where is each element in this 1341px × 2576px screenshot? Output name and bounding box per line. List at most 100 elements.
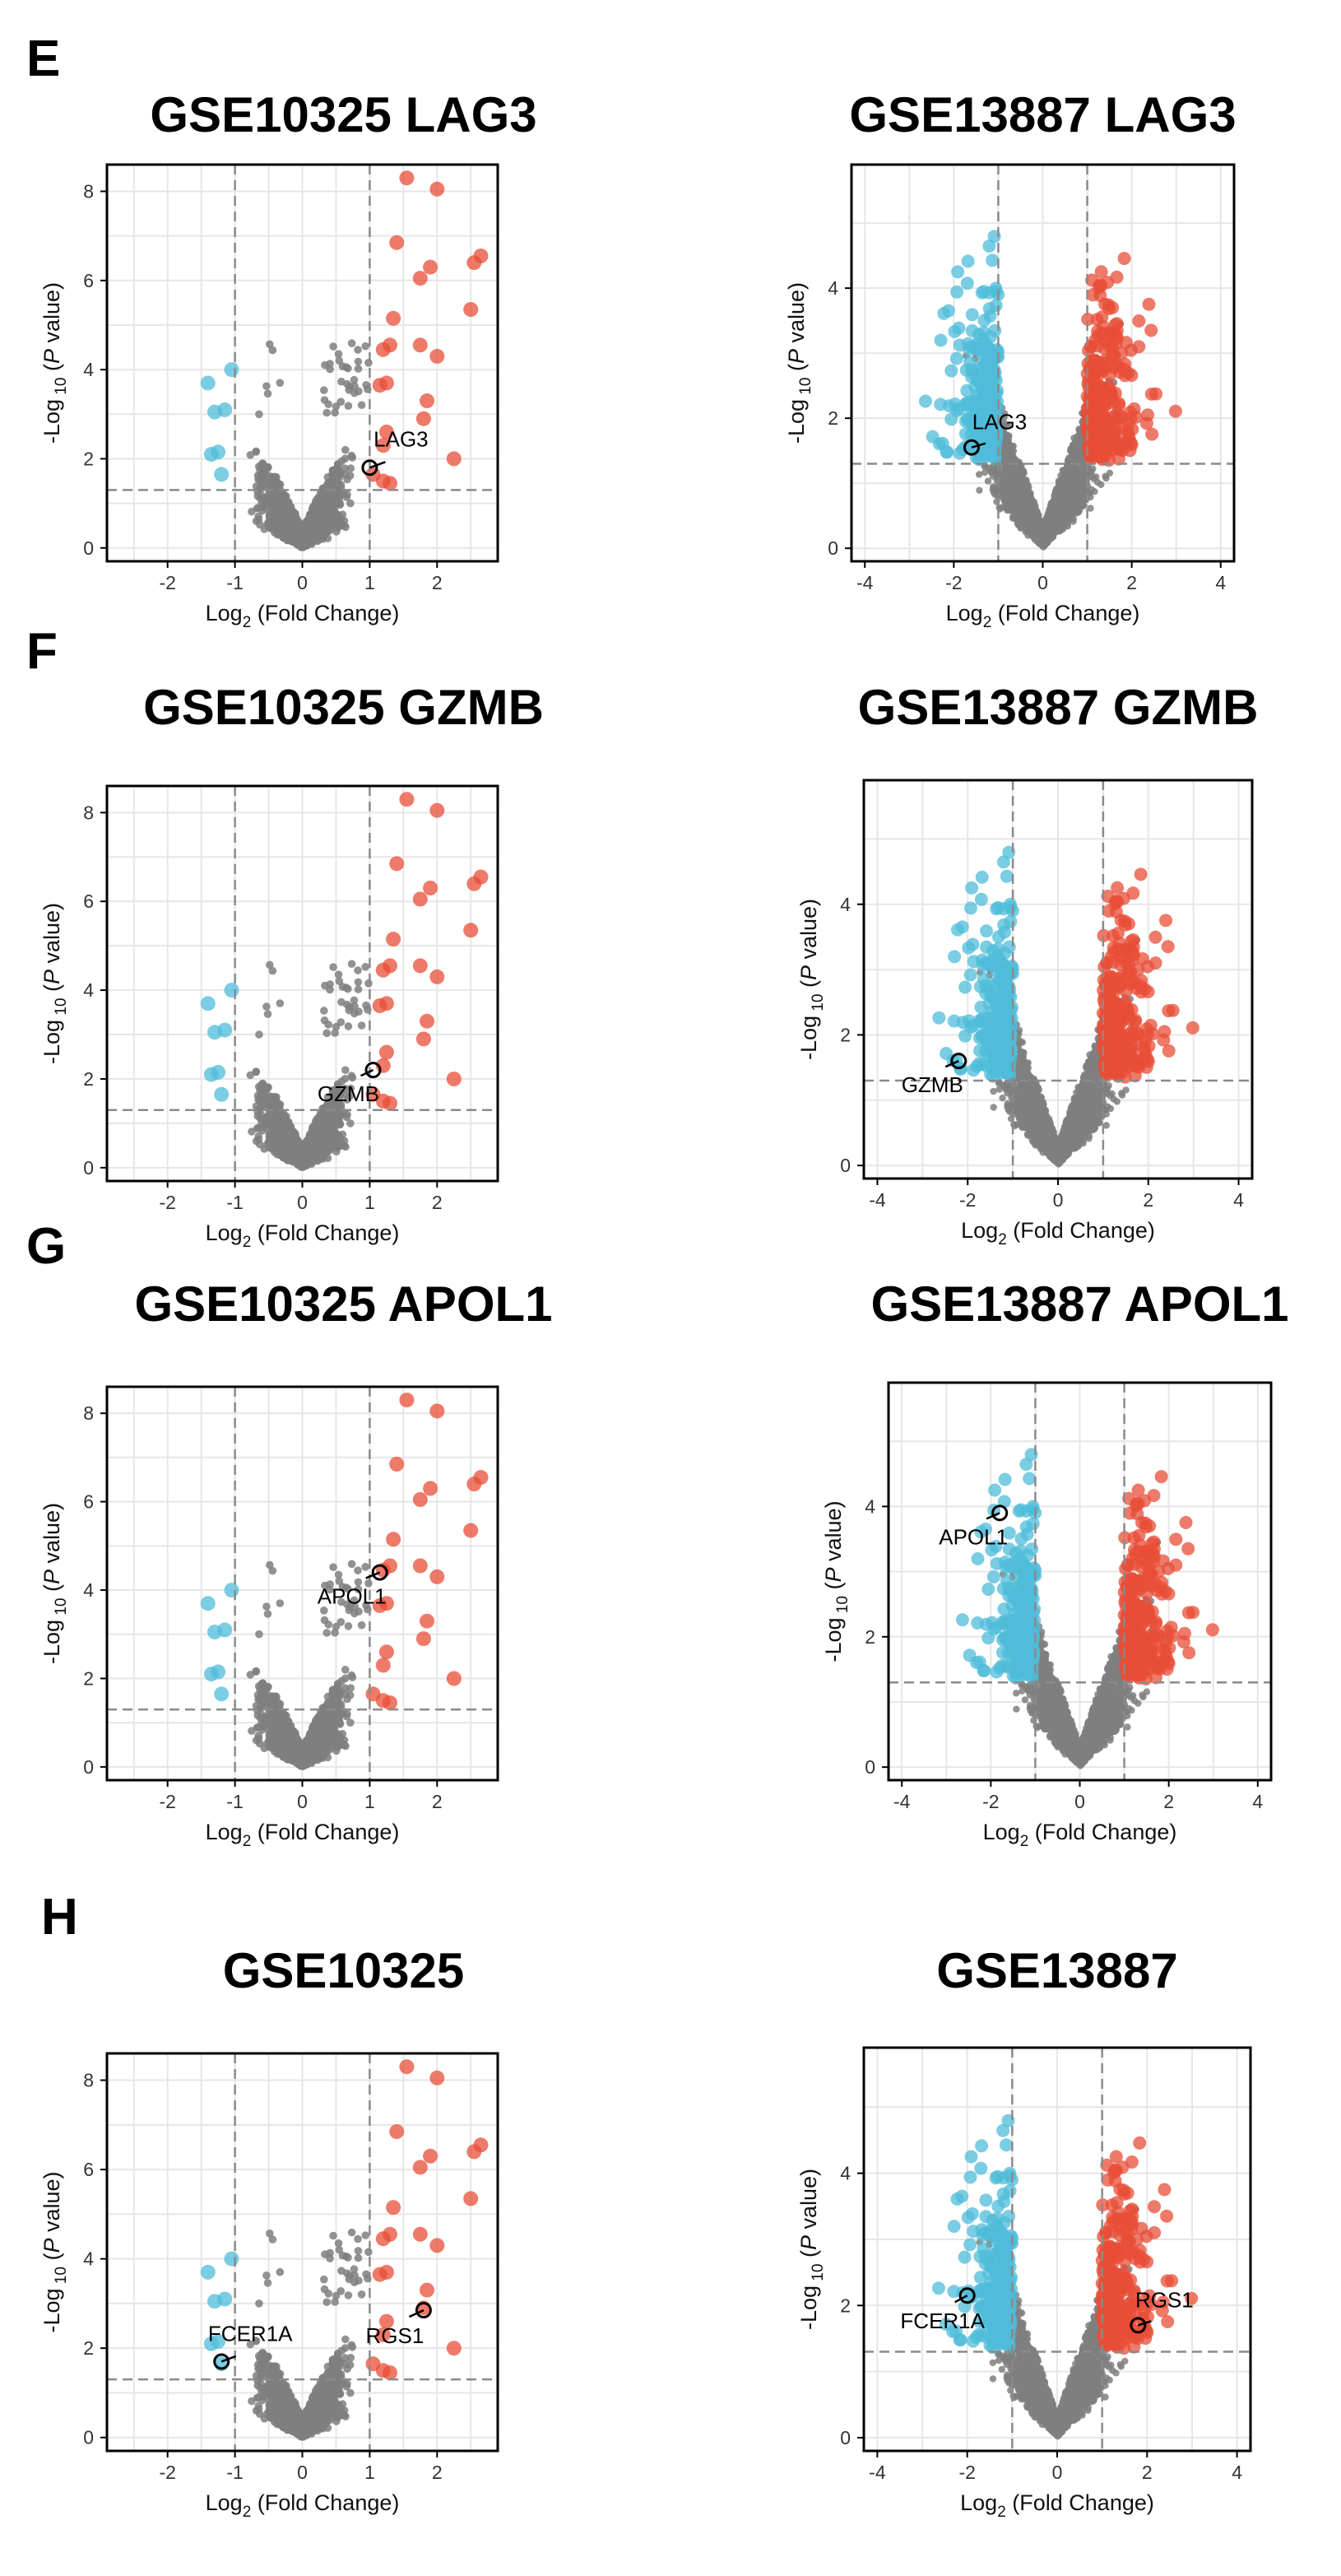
- point-ns: [991, 491, 999, 498]
- point-ns: [1026, 523, 1033, 531]
- point-ns: [1021, 491, 1028, 499]
- point-ns: [1037, 524, 1045, 532]
- point-ns: [336, 500, 345, 509]
- point-ns: [1087, 505, 1094, 512]
- gene-label: LAG3: [374, 426, 429, 451]
- point-ns: [361, 342, 370, 351]
- point-up: [429, 348, 445, 364]
- point-ns: [340, 521, 349, 530]
- point-down: [944, 364, 958, 378]
- point-ns: [318, 499, 327, 508]
- point-down: [983, 309, 997, 323]
- point-ns: [999, 485, 1006, 492]
- point-ns: [1022, 497, 1029, 505]
- y-tick-label: 8: [83, 180, 94, 202]
- point-ns: [1035, 517, 1042, 524]
- point-ns: [1083, 468, 1091, 476]
- threshold-lines: [107, 165, 498, 561]
- point-ns: [334, 521, 343, 530]
- point-ns: [333, 460, 342, 468]
- point-ns: [323, 473, 332, 481]
- point-ns: [275, 481, 283, 490]
- point-down: [972, 453, 986, 467]
- data-points: [200, 170, 489, 551]
- point-up: [383, 476, 397, 491]
- point-ns: [1005, 484, 1013, 492]
- point-ns: [354, 357, 363, 366]
- point-down: [961, 254, 975, 268]
- point-ns: [991, 485, 998, 492]
- x-tick-label: 1: [364, 572, 375, 593]
- point-ns: [346, 464, 355, 472]
- point-ns: [1074, 470, 1081, 478]
- x-tick-label: -2: [159, 572, 175, 593]
- point-ns: [286, 519, 295, 528]
- point-ns: [1056, 513, 1065, 520]
- point-ns: [1008, 502, 1015, 509]
- point-ns: [1026, 509, 1033, 517]
- point-ns: [334, 350, 343, 359]
- point-up: [372, 378, 387, 393]
- point-ns: [322, 408, 332, 417]
- point-up: [1145, 427, 1159, 441]
- point-up: [420, 393, 434, 408]
- point-ns: [1037, 537, 1045, 545]
- point-ns: [1051, 490, 1060, 497]
- point-ns: [989, 472, 997, 480]
- point-ns: [252, 447, 261, 456]
- point-ns: [1064, 457, 1072, 464]
- point-ns: [258, 503, 267, 511]
- point-ns: [1049, 509, 1056, 516]
- point-ns: [364, 359, 373, 367]
- point-up: [463, 302, 479, 317]
- point-ns: [313, 532, 322, 540]
- y-tick-label: 6: [83, 270, 94, 291]
- point-ns: [262, 496, 271, 505]
- point-down: [986, 253, 1000, 267]
- point-down: [200, 375, 216, 391]
- point-ns: [335, 356, 344, 365]
- point-ns: [346, 499, 355, 508]
- point-ns: [274, 492, 283, 500]
- point-ns: [1052, 496, 1060, 504]
- point-ns: [263, 389, 272, 398]
- point-up: [1117, 252, 1131, 265]
- label-leader: [369, 461, 386, 469]
- point-down: [951, 265, 965, 279]
- point-ns: [976, 486, 983, 494]
- point-ns: [276, 510, 285, 519]
- panel-letter-e: E: [26, 30, 60, 87]
- x-tick-label: 2: [432, 572, 443, 593]
- point-ns: [1076, 501, 1083, 509]
- point-ns: [1005, 438, 1013, 446]
- point-up: [415, 411, 431, 426]
- point-ns: [1012, 457, 1019, 464]
- point-ns: [1032, 523, 1039, 530]
- point-ns: [1009, 491, 1017, 498]
- point-ns: [1102, 472, 1109, 480]
- point-ns: [336, 398, 346, 407]
- highlight-lag3: LAG3: [361, 426, 429, 477]
- point-ns: [253, 487, 262, 495]
- point-ns: [332, 477, 340, 485]
- point-up: [429, 181, 445, 197]
- point-ns: [313, 495, 322, 504]
- point-ns: [329, 512, 337, 521]
- point-ns: [264, 518, 273, 526]
- point-up: [378, 424, 394, 439]
- point-up: [1142, 297, 1156, 311]
- x-tick-label: -1: [226, 572, 243, 593]
- point-up: [412, 271, 428, 286]
- point-ns: [1023, 517, 1031, 524]
- point-ns: [1028, 516, 1036, 524]
- x-tick-label: 0: [297, 572, 308, 593]
- point-down: [982, 239, 996, 253]
- point-down: [918, 394, 932, 408]
- point-ns: [338, 362, 347, 370]
- panel-letter-g: G: [26, 1218, 66, 1275]
- point-ns: [323, 534, 332, 542]
- y-tick-label: 2: [83, 448, 94, 469]
- x-axis-title: Log2 (Fold Change): [206, 601, 400, 631]
